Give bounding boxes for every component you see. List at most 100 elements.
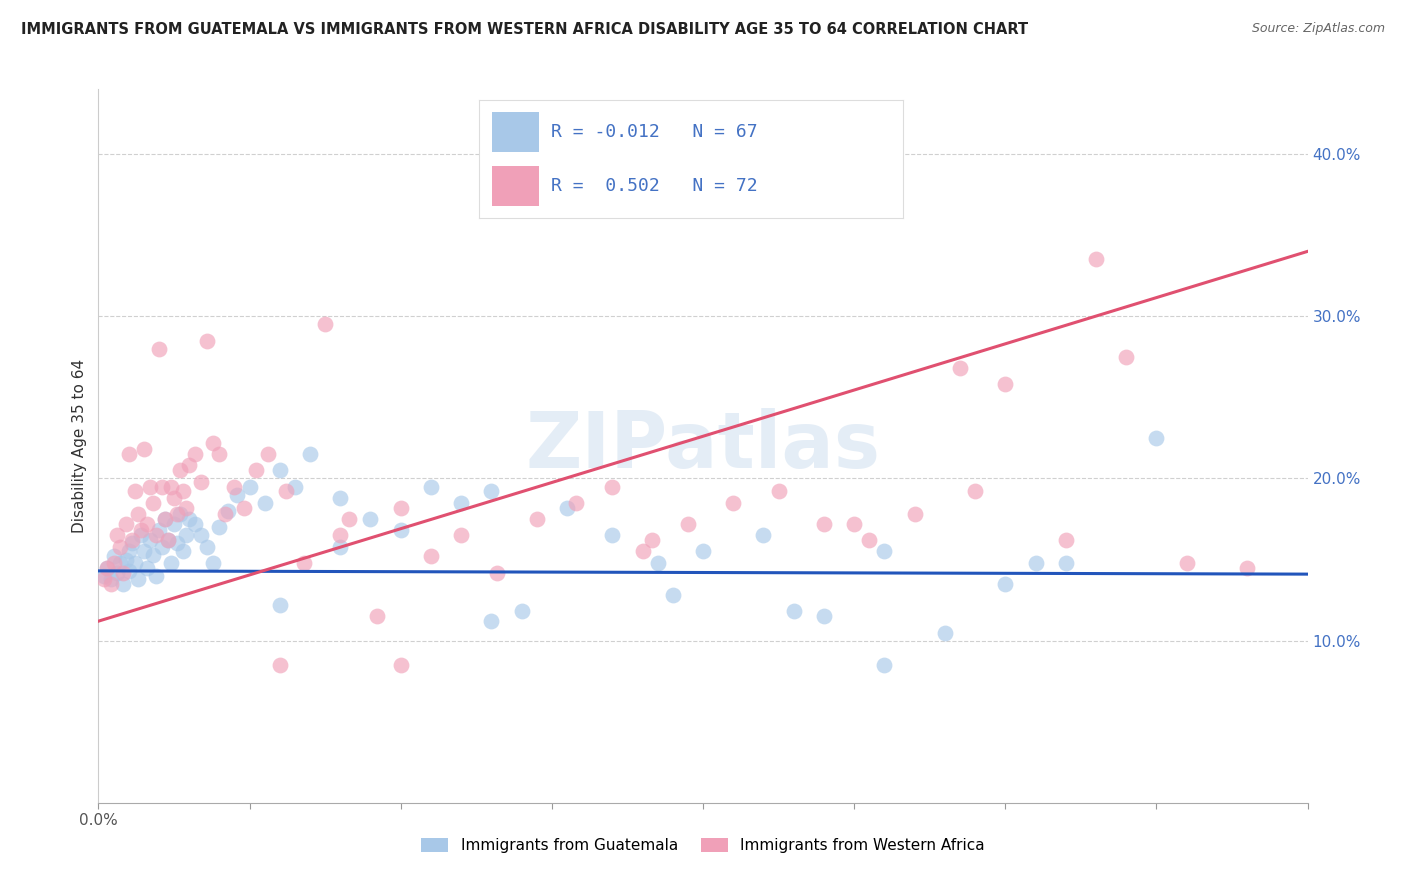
Point	[873, 544, 896, 558]
Point	[420, 549, 443, 564]
Point	[661, 588, 683, 602]
Point	[179, 458, 201, 473]
Point	[174, 528, 197, 542]
Point	[692, 544, 714, 558]
Point	[813, 516, 835, 531]
Point	[217, 504, 239, 518]
Point	[195, 540, 218, 554]
Point	[129, 528, 152, 542]
Point	[184, 447, 207, 461]
Point	[602, 479, 624, 493]
Point	[994, 377, 1017, 392]
Point	[647, 556, 669, 570]
Point	[105, 566, 128, 580]
Point	[723, 496, 745, 510]
Point	[329, 540, 352, 554]
Point	[184, 516, 207, 531]
Point	[329, 491, 352, 505]
Point	[121, 533, 143, 547]
Point	[555, 500, 578, 515]
Point	[783, 604, 806, 618]
Point	[284, 479, 307, 493]
Point	[337, 512, 360, 526]
Point	[389, 500, 412, 515]
Point	[121, 536, 143, 550]
Point	[226, 488, 249, 502]
Point	[269, 657, 291, 672]
Y-axis label: Disability Age 35 to 64: Disability Age 35 to 64	[72, 359, 87, 533]
Point	[174, 500, 197, 515]
Point	[148, 524, 170, 538]
Point	[274, 484, 297, 499]
Point	[172, 484, 194, 499]
Point	[1144, 431, 1167, 445]
Point	[114, 516, 136, 531]
Point	[1054, 556, 1077, 570]
Point	[602, 528, 624, 542]
Point	[389, 657, 412, 672]
Point	[565, 496, 588, 510]
Point	[858, 533, 880, 547]
Point	[132, 544, 155, 558]
Point	[299, 447, 322, 461]
Point	[486, 566, 509, 580]
Point	[1175, 556, 1198, 570]
Point	[813, 609, 835, 624]
Point	[314, 318, 336, 332]
Point	[166, 536, 188, 550]
Point	[118, 564, 141, 578]
Point	[949, 361, 972, 376]
Point	[540, 122, 562, 136]
Point	[245, 463, 267, 477]
Point	[96, 560, 118, 574]
Point	[640, 533, 662, 547]
Point	[153, 512, 176, 526]
Point	[208, 447, 231, 461]
Point	[481, 484, 503, 499]
Point	[190, 528, 212, 542]
Point	[124, 556, 146, 570]
Point	[481, 614, 503, 628]
Legend: Immigrants from Guatemala, Immigrants from Western Africa: Immigrants from Guatemala, Immigrants fr…	[415, 832, 991, 859]
Point	[752, 528, 775, 542]
Point	[329, 528, 352, 542]
Point	[111, 577, 134, 591]
Point	[389, 524, 412, 538]
Point	[142, 548, 165, 562]
Point	[153, 512, 176, 526]
Point	[366, 609, 388, 624]
Point	[108, 540, 131, 554]
Point	[150, 479, 173, 493]
Point	[129, 524, 152, 538]
Point	[994, 577, 1017, 591]
Point	[163, 491, 186, 505]
Point	[118, 544, 141, 558]
Point	[105, 528, 128, 542]
Text: Source: ZipAtlas.com: Source: ZipAtlas.com	[1251, 22, 1385, 36]
Point	[1085, 252, 1108, 267]
Point	[631, 544, 654, 558]
Point	[450, 496, 472, 510]
Point	[253, 496, 276, 510]
Point	[934, 625, 956, 640]
Point	[195, 334, 218, 348]
Point	[166, 507, 188, 521]
Point	[135, 516, 157, 531]
Point	[768, 484, 790, 499]
Point	[150, 540, 173, 554]
Point	[139, 479, 162, 493]
Point	[844, 516, 866, 531]
Point	[160, 556, 183, 570]
Point	[232, 500, 254, 515]
Point	[103, 556, 125, 570]
Point	[135, 560, 157, 574]
Point	[108, 556, 131, 570]
Point	[160, 479, 183, 493]
Point	[239, 479, 262, 493]
Point	[904, 507, 927, 521]
Point	[873, 657, 896, 672]
Point	[190, 475, 212, 489]
Point	[100, 577, 122, 591]
Point	[111, 566, 134, 580]
Point	[450, 528, 472, 542]
